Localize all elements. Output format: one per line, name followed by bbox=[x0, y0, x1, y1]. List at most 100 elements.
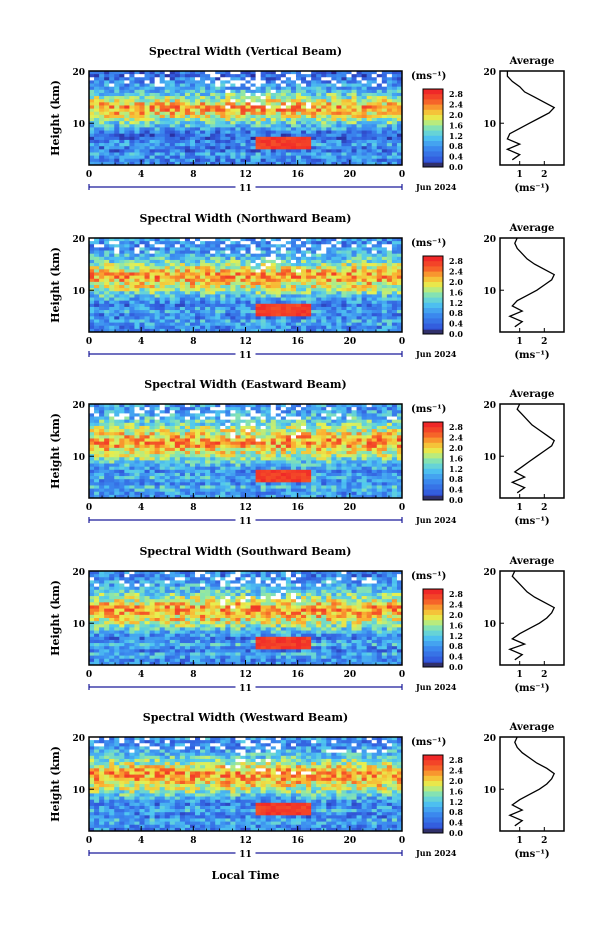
heatmap-cell bbox=[285, 447, 292, 452]
heatmap-cell bbox=[99, 416, 105, 421]
heatmap-cell bbox=[114, 158, 120, 163]
heatmap-cell bbox=[159, 306, 166, 311]
heatmap-cell bbox=[114, 259, 120, 264]
heatmap-cell bbox=[290, 105, 297, 109]
heatmap-cell bbox=[139, 272, 145, 276]
heatmap-cell bbox=[94, 413, 100, 417]
heatmap-cell bbox=[295, 269, 302, 273]
heatmap-cell bbox=[366, 238, 373, 242]
heatmap-cell bbox=[346, 241, 352, 245]
heatmap-cell bbox=[99, 139, 105, 144]
heatmap-cell bbox=[336, 447, 342, 452]
heatmap-cell bbox=[376, 121, 383, 125]
heatmap-cell bbox=[275, 306, 282, 311]
heatmap-cell bbox=[346, 238, 352, 242]
heatmap-cell bbox=[336, 319, 342, 323]
heatmap-cell bbox=[306, 155, 312, 160]
heatmap-cell bbox=[361, 407, 368, 411]
heatmap-cell bbox=[129, 316, 135, 320]
heatmap-cell bbox=[371, 161, 378, 166]
heatmap-cell bbox=[210, 319, 216, 323]
heatmap-cell bbox=[341, 130, 347, 135]
heatmap-cell bbox=[215, 328, 221, 333]
heatmap-cell bbox=[164, 143, 171, 147]
heatmap-cell bbox=[255, 259, 262, 264]
heatmap-cell bbox=[215, 285, 221, 289]
heatmap-cell bbox=[164, 413, 171, 417]
heatmap-cell bbox=[200, 407, 206, 411]
heatmap-cell bbox=[195, 451, 201, 455]
heatmap-cell bbox=[124, 269, 130, 273]
heatmap-cell bbox=[200, 432, 206, 436]
heatmap-cell bbox=[260, 438, 267, 442]
heatmap-cell bbox=[220, 121, 226, 125]
heatmap-cell bbox=[159, 272, 166, 276]
heatmap-cell bbox=[195, 416, 201, 421]
colorbar-tick-label: 1.2 bbox=[449, 131, 463, 141]
heatmap-cell bbox=[164, 241, 171, 245]
heatmap-cell bbox=[391, 288, 398, 292]
heatmap-cell bbox=[386, 429, 393, 433]
heatmap-cell bbox=[376, 130, 383, 135]
heatmap-cell bbox=[230, 328, 236, 333]
heatmap-cell bbox=[351, 155, 357, 160]
heatmap-cell bbox=[301, 275, 307, 280]
heatmap-cell bbox=[295, 278, 302, 283]
heatmap-cell bbox=[200, 250, 206, 255]
heatmap-cell bbox=[164, 74, 171, 78]
heatmap-cell bbox=[94, 158, 100, 163]
heatmap-cell bbox=[306, 404, 312, 408]
heatmap-cell bbox=[250, 133, 256, 138]
heatmap-cell bbox=[164, 303, 171, 308]
heatmap-cell bbox=[376, 422, 383, 427]
heatmap-cell bbox=[164, 425, 171, 430]
heatmap-cell bbox=[99, 303, 105, 308]
heatmap-cell bbox=[104, 114, 110, 119]
heatmap-cell bbox=[270, 451, 277, 455]
heatmap-cell bbox=[99, 425, 105, 430]
heatmap-cell bbox=[306, 422, 312, 427]
heatmap-cell bbox=[361, 161, 368, 166]
heatmap-cell bbox=[114, 425, 120, 430]
heatmap-cell bbox=[215, 435, 221, 439]
heatmap-cell bbox=[235, 291, 241, 295]
heatmap-cell bbox=[255, 275, 262, 280]
heatmap-cell bbox=[295, 288, 302, 292]
heatmap-cell bbox=[351, 266, 357, 270]
heatmap-cell bbox=[154, 71, 161, 75]
heatmap-cell bbox=[99, 322, 105, 327]
heatmap-cell bbox=[99, 275, 105, 280]
heatmap-cell bbox=[195, 447, 201, 452]
heatmap-cell bbox=[164, 99, 171, 103]
heatmap-cell bbox=[134, 136, 140, 141]
heatmap-cell bbox=[336, 250, 342, 255]
heatmap-cell bbox=[376, 419, 383, 424]
heatmap-cell bbox=[154, 322, 161, 327]
heatmap-cell bbox=[386, 74, 393, 78]
heatmap-cell bbox=[255, 306, 262, 311]
heatmap-cell bbox=[250, 253, 256, 258]
heatmap-cell bbox=[285, 300, 292, 305]
heatmap-cell bbox=[381, 410, 388, 414]
heatmap-cell bbox=[169, 127, 176, 131]
heatmap-cell bbox=[205, 306, 211, 311]
heatmap-cell bbox=[295, 158, 302, 163]
heatmap-cell bbox=[134, 285, 140, 289]
heatmap-cell bbox=[346, 319, 352, 323]
heatmap-cell bbox=[356, 111, 363, 116]
heatmap-cell bbox=[189, 155, 196, 160]
heatmap-cell bbox=[301, 133, 307, 138]
heatmap-cell bbox=[159, 429, 166, 433]
heatmap-cell bbox=[341, 416, 347, 421]
heatmap-cell bbox=[361, 92, 368, 97]
heatmap-cell bbox=[381, 266, 388, 270]
heatmap-cell bbox=[119, 303, 125, 308]
heatmap-cell bbox=[195, 250, 201, 255]
colorbar-swatch bbox=[423, 99, 443, 105]
heatmap-cell bbox=[200, 247, 206, 251]
heatmap-cell bbox=[184, 328, 191, 333]
heatmap-cell bbox=[366, 285, 373, 289]
heatmap-cell bbox=[396, 322, 403, 327]
heatmap-cell bbox=[220, 269, 226, 273]
heatmap-cell bbox=[200, 325, 206, 330]
